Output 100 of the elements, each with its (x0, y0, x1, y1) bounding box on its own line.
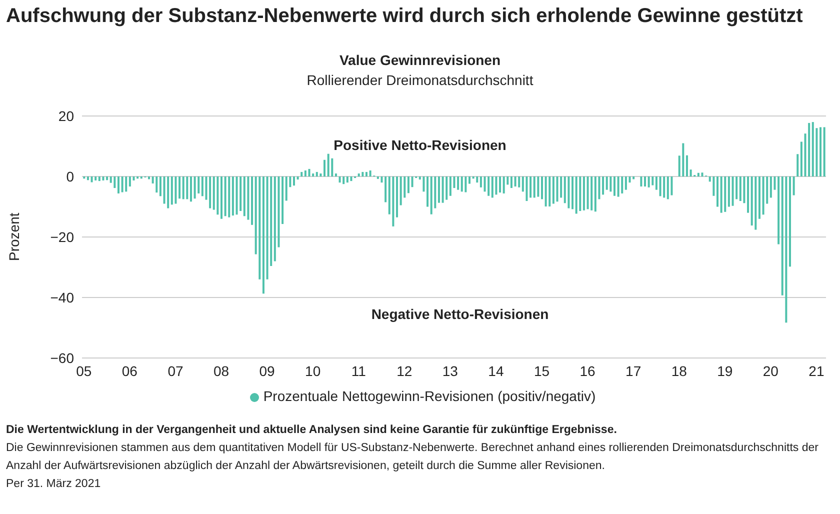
bar (579, 176, 582, 211)
bar (266, 176, 268, 280)
x-tick-label: 15 (534, 362, 550, 379)
bar (274, 176, 276, 262)
bar (670, 176, 673, 196)
bar (422, 176, 425, 192)
legend-label: Prozentuale Nettogewinn-Revisionen (positiv/negativ) (263, 388, 596, 404)
bar (491, 176, 494, 198)
x-tick-label: 09 (259, 362, 276, 379)
bar (682, 143, 684, 176)
chart-subtitle: Value Gewinnrevisionen (338, 52, 502, 68)
bar (411, 176, 414, 188)
bar (792, 176, 795, 196)
bar (392, 176, 394, 226)
bar (292, 176, 295, 186)
y-tick-label: 20 (58, 108, 74, 124)
x-tick-label: 05 (76, 362, 92, 379)
x-tick-label: 17 (626, 362, 642, 379)
bar (316, 172, 318, 176)
y-axis-title: Prozent (6, 212, 22, 261)
bar (655, 176, 658, 190)
bar (556, 176, 558, 202)
bar (400, 176, 402, 206)
bar (526, 176, 528, 202)
bar (308, 168, 310, 176)
bar (205, 176, 208, 200)
chart-title: Aufschwung der Substanz-Nebenwerte wird durch sich erholende Gewinne gestützt (6, 5, 803, 28)
bar (365, 172, 368, 176)
text: Rollierender Dreimonatsdurchschnitt (306, 72, 534, 88)
bar (457, 176, 460, 190)
bar (296, 176, 299, 180)
bar (159, 176, 162, 196)
bar (739, 176, 742, 202)
bar (480, 176, 482, 188)
bar (407, 176, 410, 194)
bar (514, 176, 516, 186)
bar (228, 176, 230, 218)
x-tick-label: 11 (351, 362, 366, 379)
bar (247, 176, 250, 220)
bar (785, 176, 788, 323)
bar (362, 172, 364, 176)
bar (808, 122, 810, 176)
bar (114, 176, 116, 188)
bar (758, 176, 760, 219)
bar (350, 176, 352, 182)
bar (568, 176, 570, 208)
bar (201, 176, 204, 196)
bar (510, 176, 512, 188)
bar (586, 176, 589, 210)
bar (285, 176, 288, 201)
bar (697, 172, 700, 176)
bar (552, 176, 554, 204)
y-tick-label: −20 (50, 228, 74, 245)
bar (117, 176, 120, 194)
bar (251, 176, 254, 225)
bar (778, 176, 780, 244)
bar (823, 127, 826, 176)
bar (606, 176, 608, 190)
bar (106, 176, 108, 180)
bar (282, 176, 284, 224)
bar (430, 176, 432, 214)
bar (743, 176, 746, 204)
bar (537, 176, 540, 197)
bar (747, 176, 750, 213)
bar (446, 176, 448, 200)
bar (728, 176, 730, 207)
bar (720, 176, 722, 213)
text: Die Wertentwicklung in der Vergangenheit und aktuelle Analysen sind keine Garantie für zukünftige Ergebnisse. (6, 423, 618, 438)
bar (358, 173, 360, 176)
bar (194, 176, 196, 199)
bar (98, 176, 100, 182)
text: Die Gewinnrevisionen stammen aus dem quantitativen Modell für US-Substanz-Nebenwerte. Berechnet anhand eines rollierenden Dreimonatsdurchschnitts der Anzahl der Aufwärtsrevisionen abzüglich der Anzahl der Abwärtsrevisionen, geteilt durch die Summe aller Revisionen. (6, 441, 820, 474)
bar (209, 176, 212, 208)
bar (312, 173, 314, 176)
bar (732, 176, 734, 206)
bar (216, 176, 219, 215)
x-tick-label: 06 (122, 362, 138, 379)
bar (488, 176, 490, 196)
bar (621, 176, 624, 194)
y-tick-label: −40 (50, 289, 74, 306)
bar (86, 176, 89, 180)
bar (128, 176, 131, 186)
bar (632, 176, 635, 180)
bar (258, 176, 261, 280)
bar (442, 176, 444, 203)
bar (331, 158, 334, 176)
bar (460, 176, 463, 192)
bar (243, 176, 246, 216)
bar (575, 176, 578, 214)
bar (701, 172, 704, 176)
bar (90, 176, 93, 182)
bar (236, 176, 238, 215)
bar (476, 176, 478, 183)
bar (174, 176, 177, 204)
bar (190, 176, 192, 202)
bar (396, 176, 398, 218)
bar (464, 176, 467, 192)
bar (788, 176, 791, 267)
bar (499, 176, 502, 193)
bar (495, 176, 498, 195)
